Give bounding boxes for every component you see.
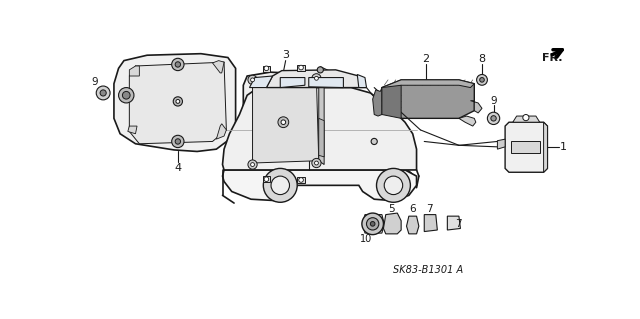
- Circle shape: [299, 178, 303, 182]
- Text: 6: 6: [410, 204, 416, 214]
- Circle shape: [312, 74, 321, 83]
- Circle shape: [314, 76, 318, 80]
- Circle shape: [362, 213, 383, 235]
- Circle shape: [96, 86, 110, 100]
- Polygon shape: [543, 122, 547, 172]
- Polygon shape: [505, 122, 547, 172]
- Polygon shape: [223, 170, 417, 201]
- Circle shape: [100, 90, 106, 96]
- Polygon shape: [459, 116, 476, 126]
- Polygon shape: [372, 87, 382, 116]
- Circle shape: [118, 87, 134, 103]
- Text: 9: 9: [92, 77, 98, 87]
- Polygon shape: [253, 81, 319, 163]
- Circle shape: [264, 177, 269, 182]
- Circle shape: [312, 159, 321, 168]
- Circle shape: [491, 116, 496, 121]
- Polygon shape: [513, 116, 540, 122]
- Polygon shape: [128, 126, 137, 134]
- Circle shape: [175, 62, 180, 67]
- Bar: [262, 66, 270, 72]
- Polygon shape: [470, 101, 482, 113]
- Polygon shape: [129, 62, 227, 144]
- Circle shape: [278, 117, 289, 128]
- Text: 3: 3: [282, 50, 289, 60]
- Circle shape: [271, 176, 289, 195]
- Polygon shape: [212, 61, 224, 73]
- Circle shape: [172, 58, 184, 70]
- Polygon shape: [447, 216, 460, 230]
- Polygon shape: [308, 78, 344, 87]
- Polygon shape: [216, 124, 227, 139]
- Circle shape: [299, 65, 303, 70]
- Circle shape: [175, 139, 180, 144]
- Polygon shape: [129, 66, 140, 76]
- Circle shape: [371, 221, 375, 226]
- Text: 7: 7: [426, 204, 433, 214]
- Circle shape: [281, 120, 285, 124]
- Circle shape: [122, 92, 130, 99]
- Text: 10: 10: [360, 234, 372, 244]
- Circle shape: [488, 112, 500, 124]
- Polygon shape: [280, 78, 305, 87]
- Polygon shape: [266, 70, 367, 87]
- Circle shape: [371, 138, 378, 145]
- Polygon shape: [511, 141, 540, 153]
- Circle shape: [173, 97, 182, 106]
- Text: 1: 1: [560, 142, 567, 152]
- Circle shape: [314, 161, 318, 165]
- Circle shape: [523, 115, 529, 121]
- Text: 2: 2: [422, 54, 429, 64]
- Circle shape: [176, 100, 180, 103]
- Bar: [297, 177, 305, 183]
- Text: FR.: FR.: [542, 53, 563, 63]
- Bar: [297, 65, 305, 71]
- Polygon shape: [114, 54, 236, 152]
- Circle shape: [248, 75, 257, 85]
- Polygon shape: [243, 72, 324, 174]
- Circle shape: [317, 67, 323, 73]
- Text: 4: 4: [174, 163, 181, 174]
- Text: 8: 8: [479, 54, 486, 64]
- Circle shape: [248, 160, 257, 169]
- Text: 7: 7: [456, 219, 462, 229]
- Polygon shape: [382, 80, 474, 92]
- Circle shape: [263, 168, 297, 202]
- Circle shape: [477, 74, 488, 85]
- Circle shape: [367, 218, 379, 230]
- Circle shape: [376, 168, 410, 202]
- Circle shape: [480, 78, 484, 82]
- Text: 5: 5: [388, 204, 396, 214]
- Text: 9: 9: [490, 96, 497, 106]
- Polygon shape: [319, 118, 324, 157]
- Circle shape: [264, 66, 269, 70]
- Circle shape: [172, 135, 184, 148]
- Text: SK83-B1301 A: SK83-B1301 A: [393, 265, 463, 275]
- Circle shape: [251, 78, 255, 82]
- Polygon shape: [319, 81, 324, 165]
- Circle shape: [384, 176, 403, 195]
- Polygon shape: [497, 139, 505, 149]
- Polygon shape: [424, 215, 437, 232]
- Polygon shape: [383, 213, 401, 234]
- Bar: [262, 176, 270, 182]
- Circle shape: [251, 163, 255, 167]
- Polygon shape: [223, 87, 417, 170]
- Polygon shape: [357, 74, 367, 87]
- Polygon shape: [406, 216, 419, 234]
- Polygon shape: [382, 80, 474, 118]
- Polygon shape: [382, 85, 401, 118]
- Polygon shape: [250, 76, 273, 87]
